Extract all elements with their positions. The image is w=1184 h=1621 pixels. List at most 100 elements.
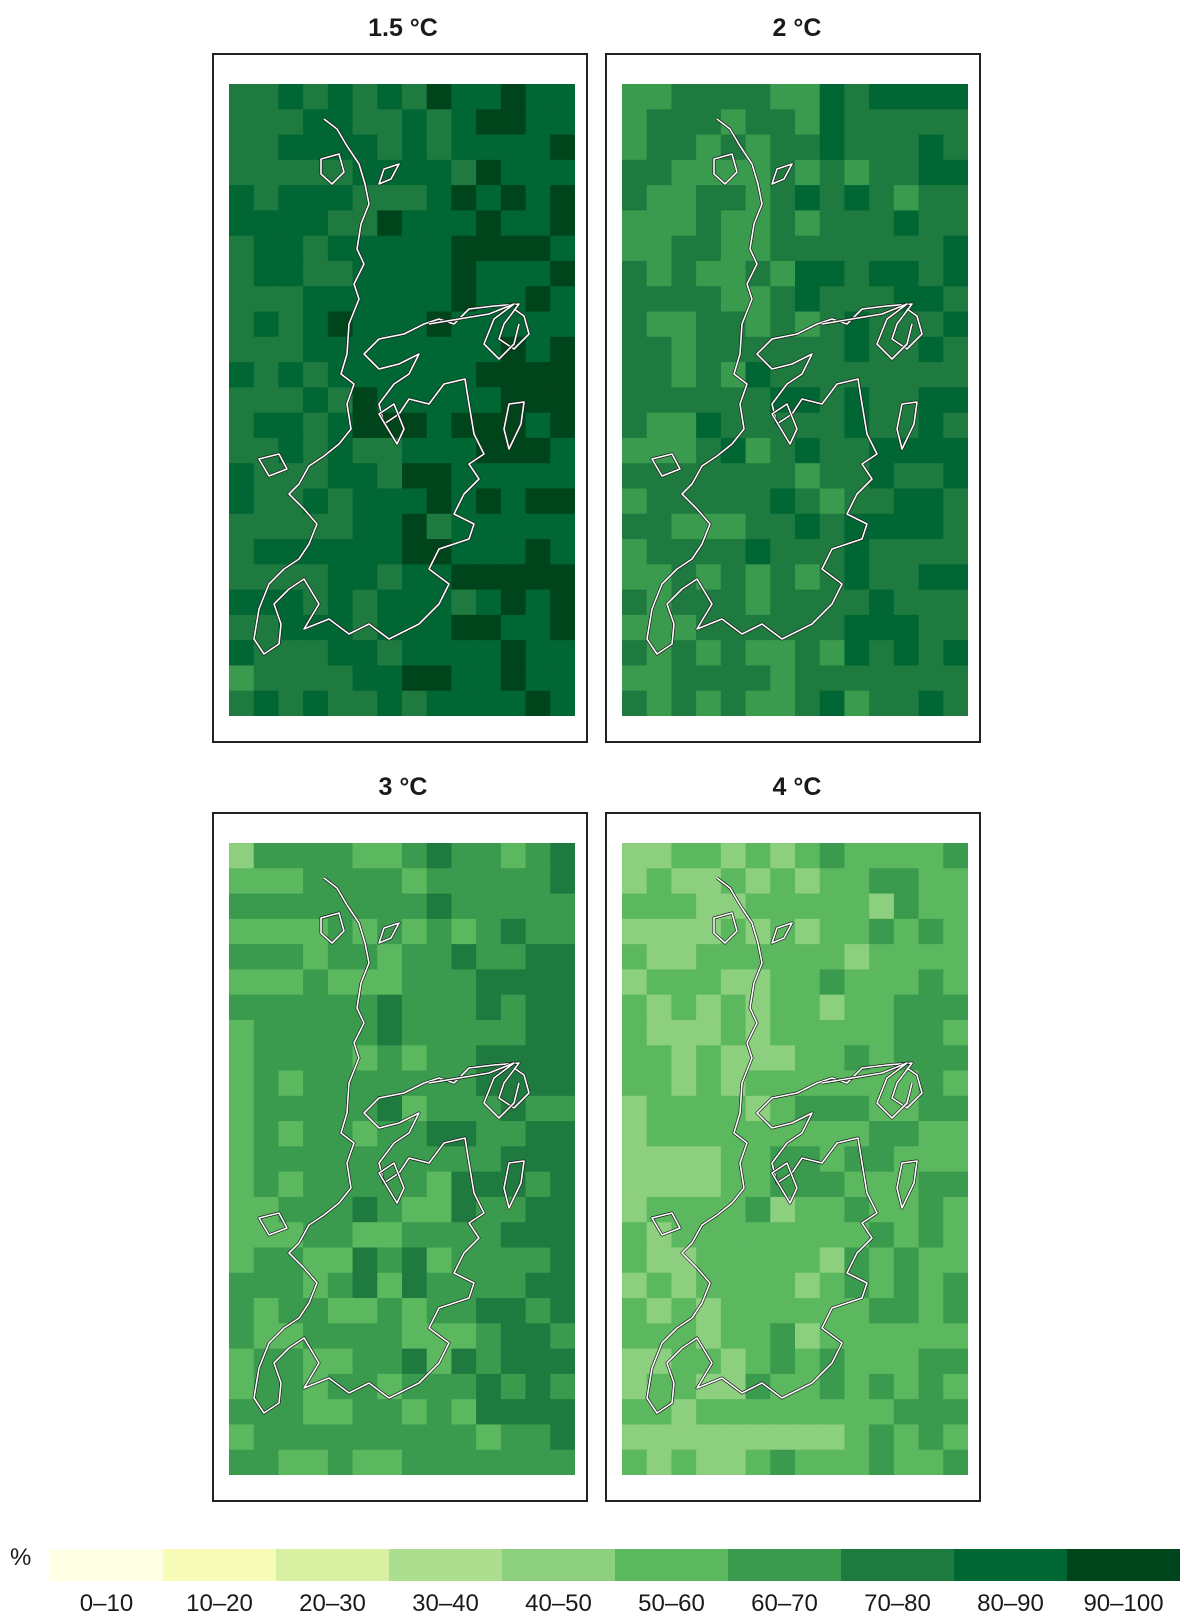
grid-cell [278, 1146, 304, 1173]
grid-cell [377, 109, 403, 136]
grid-cell [550, 1171, 575, 1198]
grid-cell [500, 463, 527, 490]
grid-cell [622, 589, 648, 616]
grid-cell [745, 387, 771, 414]
grid-cell [795, 589, 821, 616]
grid-cell [451, 1348, 477, 1375]
grid-cell [278, 1373, 304, 1400]
grid-cell [253, 260, 280, 287]
grid-cell [426, 843, 453, 869]
grid-cell [525, 84, 551, 110]
grid-cell [745, 1247, 771, 1274]
grid-cell [745, 336, 771, 363]
legend-swatch-4 [389, 1549, 502, 1581]
legend-label-6: 50–60 [638, 1590, 705, 1617]
legend-swatch-3 [276, 1549, 389, 1581]
grid-cell [844, 614, 870, 641]
grid-cell [476, 1399, 502, 1426]
grid-cell [253, 311, 280, 338]
grid-cell [303, 944, 329, 970]
grid-cell [819, 1019, 846, 1046]
grid-cell [550, 1146, 575, 1173]
grid-cell [303, 1121, 329, 1147]
grid-cell [500, 564, 527, 591]
grid-cell [696, 1121, 722, 1147]
grid-cell [500, 843, 527, 869]
grid-cell [476, 84, 502, 110]
grid-cell [720, 1348, 747, 1375]
grid-cell [253, 437, 280, 464]
grid-cell [451, 387, 477, 414]
region-boundary [428, 303, 520, 360]
grid-cell [943, 210, 968, 237]
grid-cell [550, 134, 575, 161]
grid-cell [525, 513, 551, 540]
grid-cell [476, 1222, 502, 1249]
grid-cell [869, 1399, 895, 1426]
grid-cell [819, 843, 846, 869]
grid-cell [303, 918, 329, 945]
grid-cell [622, 1272, 648, 1299]
grid-cell [303, 109, 329, 136]
grid-cell [352, 336, 378, 363]
grid-cell [253, 1424, 280, 1451]
grid-cell [402, 286, 428, 313]
grid-cell [253, 918, 280, 945]
grid-cell [720, 84, 747, 110]
grid-cell [819, 640, 846, 667]
grid-cell [451, 84, 477, 110]
grid-cell [327, 690, 354, 716]
grid-cell [720, 1298, 747, 1324]
grid-cell [819, 159, 846, 186]
grid-cell [253, 84, 280, 110]
grid-cell [451, 1399, 477, 1426]
grid-cell [426, 463, 453, 490]
grid-cell [550, 969, 575, 996]
grid-cell [671, 109, 697, 136]
grid-cell [869, 614, 895, 641]
grid-cell [476, 437, 502, 464]
legend-swatch-5 [502, 1549, 615, 1581]
grid-cell [646, 260, 673, 287]
grid-cell [229, 84, 255, 110]
grid-cell [377, 589, 403, 616]
grid-cell [303, 1449, 329, 1475]
grid-cell [844, 1399, 870, 1426]
grid-cell [646, 1095, 673, 1122]
grid-cell [253, 134, 280, 161]
grid-cell [696, 1298, 722, 1324]
grid-cell [869, 387, 895, 414]
grid-cell [303, 437, 329, 464]
grid-cell [402, 589, 428, 616]
grid-cell [720, 1222, 747, 1249]
grid-cell [525, 1399, 551, 1426]
grid-cell [918, 1348, 944, 1375]
grid-cell [426, 1298, 453, 1324]
grid-cell [745, 260, 771, 287]
grid-cell [869, 1373, 895, 1400]
grid-cell [352, 539, 378, 565]
region-boundary [771, 922, 793, 944]
region-boundary [378, 922, 400, 944]
grid-cell [253, 286, 280, 313]
grid-cell [525, 1247, 551, 1274]
grid-cell [426, 109, 453, 136]
grid-cell [671, 210, 697, 237]
grid-cell [696, 843, 722, 869]
grid-cell [696, 488, 722, 515]
grid-cell [550, 311, 575, 338]
grid-cell [622, 640, 648, 667]
grid-cell [229, 311, 255, 338]
grid-cell [426, 1019, 453, 1046]
region-boundary [320, 153, 345, 185]
grid-cell [426, 944, 453, 970]
grid-cell [869, 994, 895, 1021]
grid-cell [377, 336, 403, 363]
grid-cell [377, 1045, 403, 1072]
legend-label-9: 80–90 [977, 1590, 1044, 1617]
grid-cell [229, 539, 255, 565]
grid-cell [253, 539, 280, 565]
grid-cell [918, 918, 944, 945]
grid-cell [402, 488, 428, 515]
grid-cell [253, 185, 280, 211]
